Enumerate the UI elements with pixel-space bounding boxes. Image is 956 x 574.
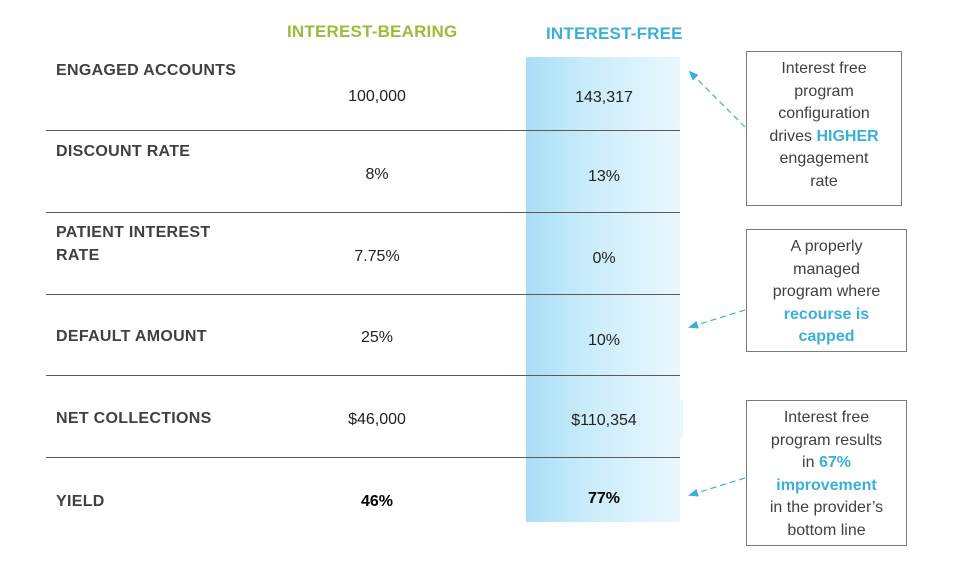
arrow-recourse bbox=[688, 309, 746, 329]
row-divider bbox=[46, 294, 680, 295]
patient-interest-rate-interest-free: 0% bbox=[592, 250, 616, 267]
callout-recourse: A properly managed program where recours… bbox=[746, 229, 907, 352]
arrow-improvement bbox=[688, 477, 746, 497]
highlight-notch bbox=[680, 400, 683, 438]
row-label-engaged-accounts: ENGAGED ACCOUNTS bbox=[56, 62, 237, 79]
interest-free-column-highlight bbox=[526, 57, 680, 522]
default-amount-interest-free: 10% bbox=[587, 332, 621, 349]
row-divider bbox=[46, 375, 680, 376]
yield-interest-free: 77% bbox=[587, 490, 621, 507]
default-amount-interest-bearing: 25% bbox=[360, 329, 394, 346]
arrow-engagement bbox=[688, 70, 746, 128]
row-label-discount-rate: DISCOUNT RATE bbox=[56, 143, 191, 160]
row-label-patient-interest-rate: PATIENT INTEREST RATE bbox=[56, 224, 211, 264]
discount-rate-interest-bearing: 8% bbox=[365, 166, 389, 183]
engaged-accounts-interest-free: 143,317 bbox=[575, 89, 633, 106]
row-label-default-amount: DEFAULT AMOUNT bbox=[56, 328, 207, 345]
row-divider bbox=[46, 130, 680, 131]
row-label-yield: YIELD bbox=[56, 493, 105, 510]
interest-free-header: INTEREST-FREE bbox=[546, 24, 683, 43]
patient-interest-rate-interest-bearing: 7.75% bbox=[354, 248, 400, 265]
yield-interest-bearing: 46% bbox=[360, 493, 394, 510]
row-divider bbox=[46, 457, 680, 458]
callout-improvement: Interest free program results in 67% imp… bbox=[746, 400, 907, 546]
engaged-accounts-interest-bearing: 100,000 bbox=[348, 88, 406, 105]
net-collections-interest-free: $110,354 bbox=[571, 412, 637, 429]
callout-engagement: Interest free program configuration driv… bbox=[746, 51, 902, 206]
row-divider bbox=[46, 212, 680, 213]
discount-rate-interest-free: 13% bbox=[587, 168, 621, 185]
row-label-net-collections: NET COLLECTIONS bbox=[56, 410, 212, 427]
interest-bearing-header: INTEREST-BEARING bbox=[287, 22, 458, 41]
net-collections-interest-bearing: $46,000 bbox=[348, 411, 406, 428]
